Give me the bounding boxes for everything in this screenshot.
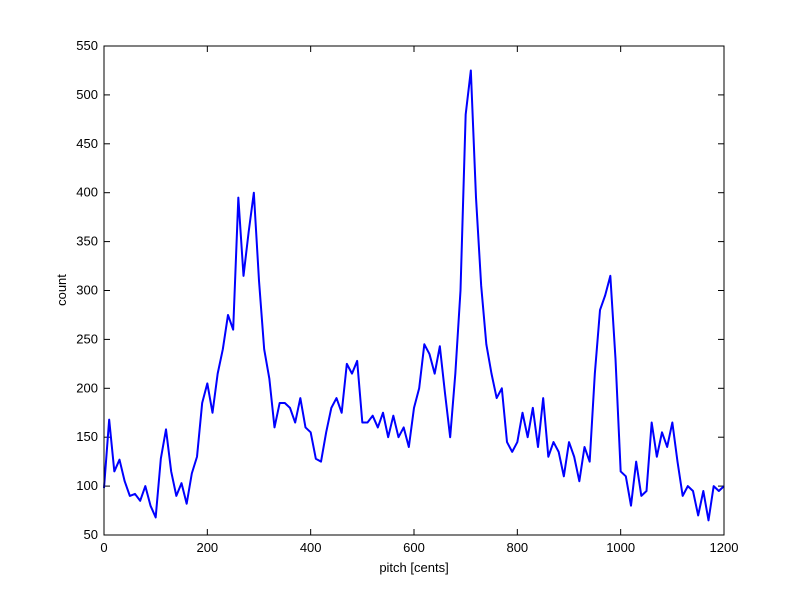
y-tick-label: 550	[76, 38, 98, 53]
y-tick-label: 200	[76, 380, 98, 395]
x-tick-label: 600	[403, 540, 425, 555]
y-tick-label: 500	[76, 87, 98, 102]
y-tick-label: 150	[76, 429, 98, 444]
y-tick-label: 450	[76, 136, 98, 151]
axes-box	[103, 45, 725, 536]
y-tick-label: 50	[84, 527, 98, 542]
y-tick-label: 100	[76, 478, 98, 493]
data-line	[103, 69, 725, 522]
x-tick-label: 0	[100, 540, 107, 555]
x-tick-label: 1200	[710, 540, 739, 555]
y-tick-label: 350	[76, 234, 98, 249]
plot-area	[104, 46, 724, 535]
x-axis-label: pitch [cents]	[379, 560, 448, 575]
y-tick-label: 250	[76, 331, 98, 346]
y-tick-label: 400	[76, 185, 98, 200]
y-axis-label: count	[54, 274, 69, 306]
x-tick-label: 200	[196, 540, 218, 555]
x-tick-label: 800	[506, 540, 528, 555]
x-tick-label: 1000	[606, 540, 635, 555]
y-tick-label: 300	[76, 283, 98, 298]
x-tick-label: 400	[300, 540, 322, 555]
